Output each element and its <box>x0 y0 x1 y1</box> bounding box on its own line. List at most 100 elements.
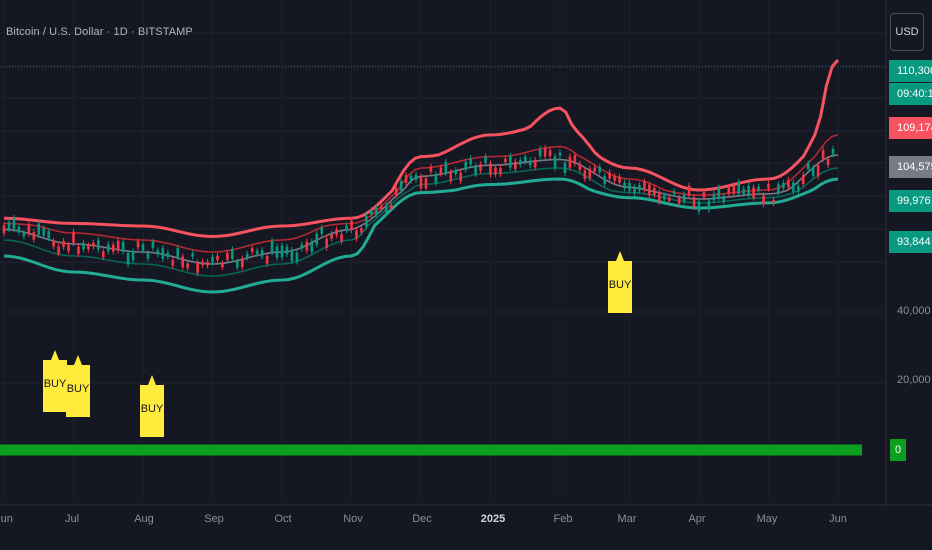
candle-body <box>484 156 487 163</box>
x-tick-apr: Apr <box>688 513 706 525</box>
candle-body <box>603 176 606 184</box>
symbol-title: Bitcoin / U.S. Dollar · 1D · BITSTAMP <box>6 26 193 38</box>
candle-body <box>787 179 790 188</box>
candle-body <box>250 248 254 252</box>
candle-body <box>613 176 616 181</box>
candle-body <box>434 174 438 183</box>
candle-body <box>558 152 562 156</box>
candle-body <box>692 197 696 208</box>
candle-body <box>662 195 666 200</box>
candle-body <box>42 228 46 236</box>
candle-body <box>375 207 378 215</box>
buy-signal-marker <box>140 375 164 437</box>
candle-body <box>17 226 21 233</box>
candle-body <box>399 181 403 191</box>
y-tick-40000: 40,000 <box>897 305 931 317</box>
candle-body <box>146 253 150 259</box>
x-tick-mar: Mar <box>617 513 637 525</box>
candle-body <box>553 156 557 169</box>
candle-body <box>672 191 676 195</box>
candle-body <box>469 158 472 165</box>
y-tick-20000: 20,000 <box>897 374 931 386</box>
candle-body <box>52 240 55 247</box>
candle-body <box>722 195 726 203</box>
candle-body <box>126 252 130 265</box>
candle-body <box>389 204 393 209</box>
candle-body <box>97 240 100 250</box>
candle-body <box>310 241 314 252</box>
candle-body <box>22 232 26 237</box>
candle-body <box>657 192 661 202</box>
candle-body <box>424 178 428 189</box>
candle-body <box>141 244 145 251</box>
candle-body <box>628 182 631 191</box>
candle-body <box>106 244 110 252</box>
candle-body <box>161 248 165 259</box>
candle-body <box>439 167 443 174</box>
candle-body <box>667 197 671 201</box>
candle-body <box>37 223 41 236</box>
candle-body <box>568 156 572 168</box>
candle-body <box>151 241 155 248</box>
candle-body <box>459 172 463 182</box>
candle-body <box>618 176 621 183</box>
candle-body <box>767 183 770 189</box>
candle-body <box>806 163 810 170</box>
candle-body <box>777 184 780 193</box>
candle-body <box>792 182 795 192</box>
candle-body <box>449 171 453 182</box>
candle-body <box>762 195 765 205</box>
candle-body <box>201 261 204 266</box>
candle-body <box>474 166 477 175</box>
candle-body <box>563 162 567 174</box>
candle-body <box>737 182 741 194</box>
candle-body <box>801 174 805 185</box>
candle-body <box>533 159 537 168</box>
oscillator-zero-tag: 0 <box>890 439 906 461</box>
x-tick-oct: Oct <box>274 513 292 525</box>
currency-button[interactable]: USD <box>890 13 924 51</box>
candle-body <box>598 166 602 173</box>
candle-body <box>290 249 294 262</box>
candle-body <box>12 217 16 229</box>
candle-body <box>57 246 60 254</box>
candle-body <box>270 240 274 253</box>
candle-body <box>752 187 755 199</box>
buy-signal-label: BUY <box>609 279 632 291</box>
x-tick-dec: Dec <box>412 513 432 525</box>
lowest-band-tag: 93,844 <box>889 231 932 253</box>
candle-body <box>514 161 517 170</box>
candle-body <box>578 163 582 171</box>
candle-body <box>717 187 721 198</box>
candle-body <box>583 170 587 179</box>
candle-body <box>231 248 234 259</box>
candle-body <box>429 166 433 172</box>
candle-body <box>300 244 304 249</box>
candle-body <box>677 197 681 204</box>
candle-body <box>27 224 31 234</box>
buy-signal-marker <box>608 251 632 313</box>
candle-body <box>653 188 656 195</box>
candle-body <box>255 250 259 254</box>
candle-body <box>593 167 597 172</box>
candle-body <box>757 186 760 190</box>
candle-body <box>121 241 125 252</box>
candle-body <box>265 255 269 264</box>
candle-body <box>340 234 343 242</box>
candle-body <box>67 245 70 252</box>
candle-body <box>638 185 641 191</box>
x-tick-2025: 2025 <box>480 513 506 525</box>
candle-body <box>504 158 507 163</box>
candle-body <box>206 261 209 266</box>
candle-body <box>345 225 348 231</box>
candle-body <box>330 234 333 239</box>
candle-body <box>409 175 413 181</box>
candle-body <box>509 155 512 168</box>
candle-body <box>280 245 284 258</box>
candle-body <box>811 167 815 176</box>
candle-body <box>479 164 482 171</box>
buy-signal-marker <box>66 355 90 417</box>
candle-body <box>350 220 353 231</box>
candle-body <box>707 200 711 210</box>
